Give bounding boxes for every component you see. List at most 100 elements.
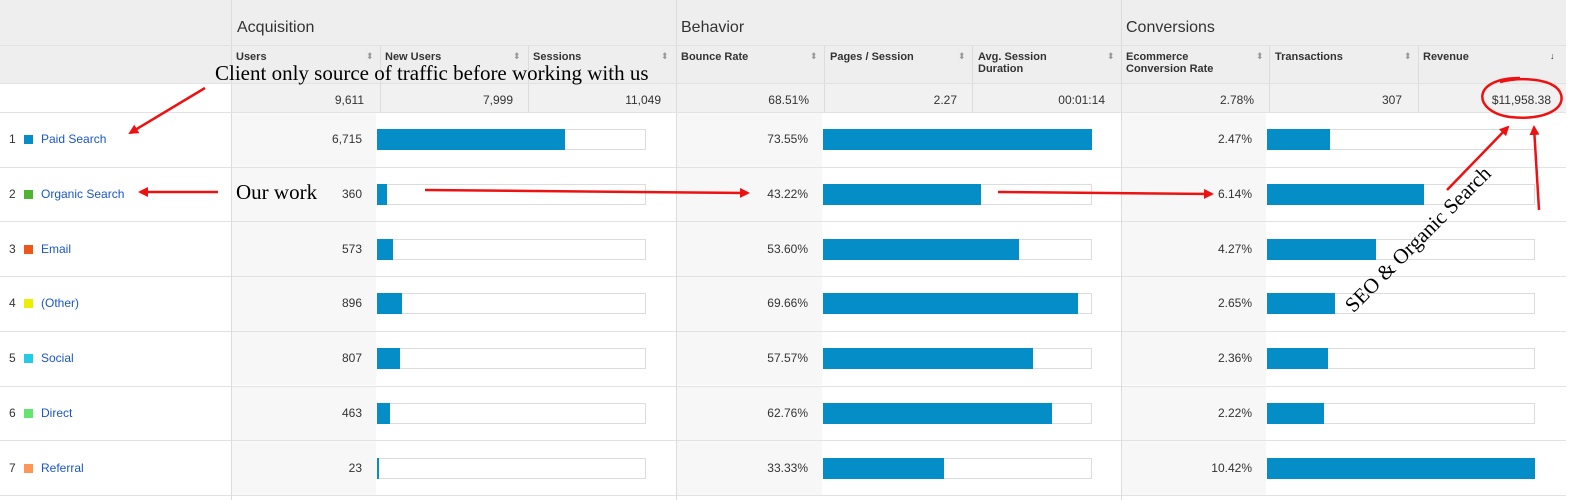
cell-conversion-rate: 2.65% [1217,296,1252,311]
channel-link[interactable]: Direct [41,405,73,420]
users-bar [377,184,387,206]
channel-color-swatch [24,244,33,254]
users-bar [377,348,400,370]
total-users: 9,611 [334,93,364,107]
col-new-users[interactable]: New Users [385,51,442,63]
cell-bg [232,276,376,331]
cell-conversion-rate: 10.42% [1211,460,1252,475]
cell-bg [1122,276,1266,331]
cell-conversion-rate: 2.22% [1217,405,1252,420]
annotation-client-note: Client only source of traffic before wor… [215,61,649,85]
cell-bounce-rate: 57.57% [767,351,808,366]
channel-link[interactable]: (Other) [41,296,80,311]
pages-session-bar [823,457,945,479]
arrow-to-conversion-rate [997,188,1214,199]
cell-users: 23 [348,460,362,475]
group-behavior: Behavior [681,19,745,36]
cell-bg [677,276,822,331]
cell-bounce-rate: 62.76% [767,405,808,420]
users-bar [377,402,390,424]
col-ecommerce-conversion-rate[interactable]: Ecommerce Conversion Rate [1126,51,1214,75]
sort-icon[interactable]: ⬍ [810,51,818,61]
cell-bg [232,440,376,495]
cell-conversion-rate: 4.27% [1217,241,1252,256]
col-transactions[interactable]: Transactions [1275,51,1343,63]
cell-bg [1122,221,1266,277]
row-divider [0,494,1566,496]
cell-users: 896 [341,296,362,311]
channel-link[interactable]: Email [41,241,72,256]
channel-color-swatch [24,354,33,364]
total-bounce-rate: 68.51% [768,93,809,107]
column-divider [972,45,973,112]
channel-link[interactable]: Social [41,351,74,366]
channel-link[interactable]: Paid Search [41,132,107,147]
users-bar [377,238,394,260]
revenue-circle [1481,76,1563,119]
col-pages-session[interactable]: Pages / Session [830,51,914,63]
cell-bg [1122,112,1266,167]
channel-link[interactable]: Referral [41,460,84,475]
row-divider [0,440,1566,442]
row-number: 7 [9,460,16,475]
header-divider [0,112,1566,113]
users-bar [377,293,403,315]
sort-icon[interactable]: ⬍ [1256,51,1264,61]
cell-users: 573 [341,241,362,256]
pages-session-bar [823,129,1092,151]
column-divider [380,45,381,112]
header-divider [0,45,1566,46]
sort-icon[interactable]: ⬍ [366,51,374,61]
group-divider [1121,0,1122,500]
total-revenue: $11,958.38 [1491,93,1551,107]
pages-session-bar [823,184,981,206]
column-divider [824,45,825,112]
col-avg-session-duration[interactable]: Avg. Session Duration [978,51,1047,75]
cell-conversion-rate: 2.47% [1217,132,1252,147]
row-number: 1 [9,132,16,147]
cell-bounce-rate: 73.55% [767,132,808,147]
sort-icon[interactable]: ⬍ [1107,51,1115,61]
cell-bg [232,112,376,167]
col-users[interactable]: Users [236,51,267,63]
column-divider [528,45,529,112]
cell-bg [677,330,822,386]
total-sessions: 11,049 [625,93,661,107]
total-new-users: 7,999 [482,93,513,107]
group-divider [231,0,232,500]
cell-bounce-rate: 43.22% [767,187,808,202]
sort-icon[interactable]: ⬍ [1404,51,1412,61]
totals-row-background [231,83,1566,112]
arrow-to-paid-search [128,86,206,135]
transactions-bar [1267,348,1328,370]
sort-icon[interactable]: ⬍ [513,51,521,61]
row-divider [0,385,1566,387]
arrow-to-bounce-rate [424,187,750,198]
channel-link[interactable]: Organic Search [41,187,125,202]
cell-bg [232,385,376,441]
pages-session-bar [823,348,1034,370]
column-divider [1418,45,1419,112]
channel-color-swatch [24,135,33,145]
cell-bounce-rate: 53.60% [767,241,808,256]
row-divider [0,221,1566,223]
cell-bg [677,440,822,495]
cell-conversion-rate: 2.36% [1217,351,1252,366]
sort-desc-icon[interactable]: ↓ [1550,51,1555,61]
cell-bg [1122,330,1266,386]
col-bounce-rate[interactable]: Bounce Rate [681,51,749,63]
cell-conversion-rate: 6.14% [1217,187,1252,202]
group-conversions: Conversions [1126,19,1215,36]
group-acquisition: Acquisition [237,19,315,36]
channel-color-swatch [24,190,33,200]
channel-color-swatch [24,408,33,418]
col-sessions[interactable]: Sessions [533,51,582,63]
total-avg-session-duration: 00:01:14 [1058,93,1105,107]
cell-users: 360 [341,187,362,202]
col-revenue[interactable]: Revenue [1423,51,1469,63]
sort-icon[interactable]: ⬍ [958,51,966,61]
pages-session-bar [823,402,1053,424]
users-bar [377,457,379,479]
sort-icon[interactable]: ⬍ [661,51,669,61]
